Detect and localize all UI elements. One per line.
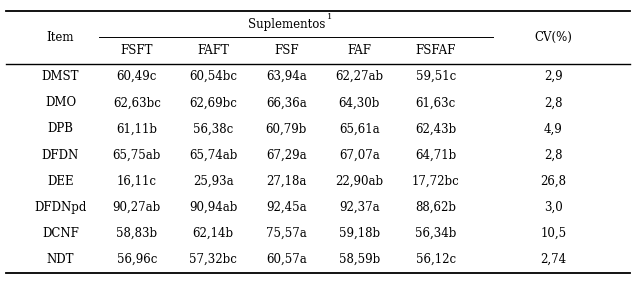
Text: 22,90ab: 22,90ab — [335, 175, 384, 188]
Text: DMO: DMO — [45, 96, 76, 109]
Text: 58,83b: 58,83b — [116, 227, 157, 240]
Text: NDT: NDT — [46, 253, 74, 266]
Text: 64,30b: 64,30b — [338, 96, 380, 109]
Text: 65,75ab: 65,75ab — [113, 149, 161, 162]
Text: 75,57a: 75,57a — [266, 227, 307, 240]
Text: 17,72bc: 17,72bc — [411, 175, 460, 188]
Text: 92,37a: 92,37a — [339, 201, 380, 214]
Text: 56,96c: 56,96c — [116, 253, 157, 266]
Text: 65,74ab: 65,74ab — [189, 149, 237, 162]
Text: 92,45a: 92,45a — [266, 201, 307, 214]
Text: 65,61a: 65,61a — [339, 122, 380, 135]
Text: 61,11b: 61,11b — [116, 122, 157, 135]
Text: CV(%): CV(%) — [534, 31, 572, 44]
Text: 4,9: 4,9 — [544, 122, 563, 135]
Text: 25,93a: 25,93a — [193, 175, 233, 188]
Text: 2,9: 2,9 — [544, 70, 563, 83]
Text: Suplementos: Suplementos — [247, 18, 325, 31]
Text: FAFT: FAFT — [197, 44, 229, 57]
Text: 2,8: 2,8 — [544, 149, 563, 162]
Text: 10,5: 10,5 — [540, 227, 567, 240]
Text: 56,12c: 56,12c — [415, 253, 456, 266]
Text: 90,94ab: 90,94ab — [189, 201, 237, 214]
Text: DEE: DEE — [47, 175, 74, 188]
Text: 63,94a: 63,94a — [266, 70, 307, 83]
Text: 16,11c: 16,11c — [117, 175, 156, 188]
Text: 60,57a: 60,57a — [266, 253, 307, 266]
Text: 57,32bc: 57,32bc — [189, 253, 237, 266]
Text: 59,51c: 59,51c — [415, 70, 456, 83]
Text: 58,59b: 58,59b — [339, 253, 380, 266]
Text: DCNF: DCNF — [42, 227, 79, 240]
Text: 66,36a: 66,36a — [266, 96, 307, 109]
Text: 62,27ab: 62,27ab — [335, 70, 384, 83]
Text: 26,8: 26,8 — [541, 175, 566, 188]
Text: 88,62b: 88,62b — [415, 201, 456, 214]
Text: FSFT: FSFT — [120, 44, 153, 57]
Text: FSF: FSF — [274, 44, 298, 57]
Text: DMST: DMST — [42, 70, 79, 83]
Text: DPB: DPB — [48, 122, 73, 135]
Text: DFDNpd: DFDNpd — [34, 201, 86, 214]
Text: Item: Item — [46, 31, 74, 44]
Text: 62,14b: 62,14b — [193, 227, 233, 240]
Text: 62,43b: 62,43b — [415, 122, 456, 135]
Text: 2,8: 2,8 — [544, 96, 563, 109]
Text: 3,0: 3,0 — [544, 201, 563, 214]
Text: 60,49c: 60,49c — [116, 70, 157, 83]
Text: 62,63bc: 62,63bc — [113, 96, 161, 109]
Text: 1: 1 — [327, 13, 332, 21]
Text: 64,71b: 64,71b — [415, 149, 456, 162]
Text: 56,34b: 56,34b — [415, 227, 457, 240]
Text: FSFAF: FSFAF — [415, 44, 456, 57]
Text: 90,27ab: 90,27ab — [113, 201, 161, 214]
Text: 67,29a: 67,29a — [266, 149, 307, 162]
Text: 60,54bc: 60,54bc — [189, 70, 237, 83]
Text: DFDN: DFDN — [42, 149, 79, 162]
Text: 59,18b: 59,18b — [339, 227, 380, 240]
Text: 56,38c: 56,38c — [193, 122, 233, 135]
Text: 67,07a: 67,07a — [339, 149, 380, 162]
Text: 2,74: 2,74 — [540, 253, 567, 266]
Text: 27,18a: 27,18a — [266, 175, 307, 188]
Text: 61,63c: 61,63c — [415, 96, 456, 109]
Text: 62,69bc: 62,69bc — [189, 96, 237, 109]
Text: 60,79b: 60,79b — [265, 122, 307, 135]
Text: FAF: FAF — [347, 44, 371, 57]
